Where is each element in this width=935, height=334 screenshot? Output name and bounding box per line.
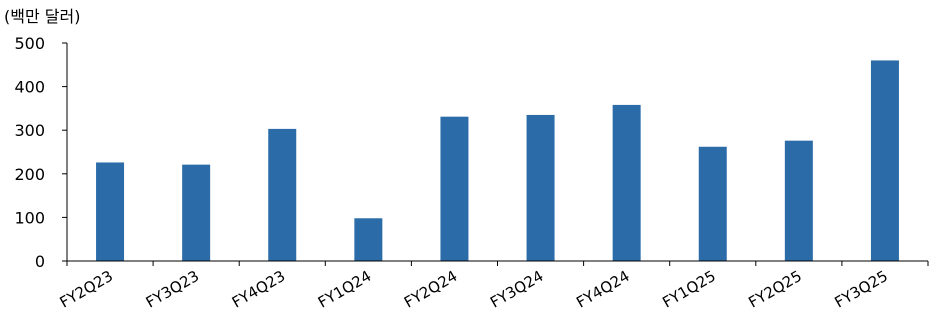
unit-label: (백만 달러) <box>4 7 80 26</box>
y-tick-label: 100 <box>14 208 45 227</box>
bar-fy2q25 <box>784 140 813 261</box>
bar-fy2q23 <box>96 162 125 261</box>
y-tick-label: 200 <box>14 165 45 184</box>
bar-fy1q25 <box>698 146 727 261</box>
x-tick-label: FY4Q24 <box>573 267 632 312</box>
x-tick-label: FY2Q23 <box>57 267 116 312</box>
bar-fy4q24 <box>612 104 641 261</box>
x-tick-label: FY1Q24 <box>315 267 374 312</box>
x-tick-label: FY2Q24 <box>401 267 460 312</box>
x-tick-label: FY3Q25 <box>832 267 891 312</box>
bar-fy3q24 <box>526 114 555 261</box>
y-axis: 0 100 200 300 400 500 <box>14 34 68 271</box>
y-tick-label: 0 <box>35 252 45 271</box>
bars <box>96 60 899 262</box>
bar-fy3q25 <box>870 60 899 261</box>
y-tick-label: 400 <box>14 78 45 97</box>
x-axis: FY2Q23 FY3Q23 FY4Q23 FY1Q24 FY2Q24 FY3Q24 FY4Q… <box>57 260 929 312</box>
y-tick-label: 300 <box>14 121 45 140</box>
y-tick-label: 500 <box>14 34 45 53</box>
x-tick-label: FY1Q25 <box>659 267 718 312</box>
bar-fy2q24 <box>440 116 469 262</box>
bar-fy4q23 <box>268 128 297 261</box>
bar-fy3q23 <box>182 164 211 261</box>
x-tick-label: FY4Q23 <box>229 267 288 312</box>
bar-fy1q24 <box>354 218 383 261</box>
x-tick-label: FY3Q24 <box>487 267 546 312</box>
x-tick-label: FY2Q25 <box>745 267 804 312</box>
x-tick-label: FY3Q23 <box>143 267 202 312</box>
